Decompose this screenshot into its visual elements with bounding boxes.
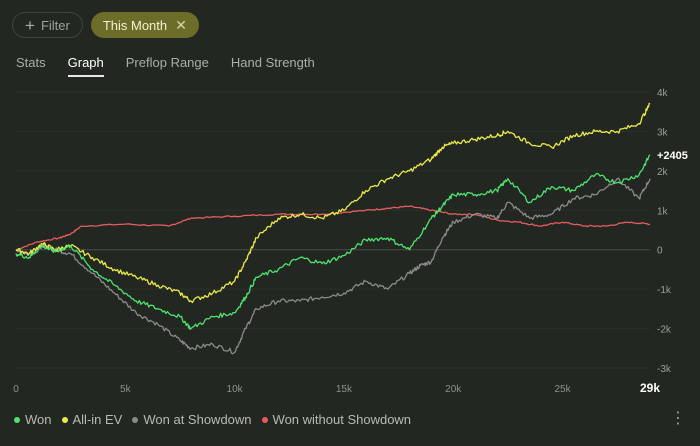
series-line-all-in-ev — [15, 102, 651, 304]
tab-stats[interactable]: Stats — [16, 55, 46, 70]
this-month-chip[interactable]: This Month ✕ — [90, 12, 199, 38]
x-tick-label: 15k — [336, 384, 353, 395]
end-value-label: +2405 — [657, 150, 688, 162]
y-tick-label: 3k — [657, 127, 669, 138]
plus-icon: + — [25, 15, 35, 35]
legend-dot — [14, 416, 20, 423]
y-tick-label: -3k — [657, 364, 672, 375]
x-tick-label: 10k — [227, 384, 244, 395]
series-line-won-at-showdown — [15, 177, 651, 355]
legend-item-won-at-showdown[interactable]: Won at Showdown — [132, 412, 252, 427]
x-tick-label: 0 — [13, 384, 19, 395]
legend-label: All-in EV — [72, 412, 123, 427]
y-tick-label: 0 — [657, 246, 663, 257]
y-tick-label: -2k — [657, 325, 672, 336]
legend-dot — [132, 416, 139, 423]
x-tick-label: 25k — [554, 384, 571, 395]
filter-button[interactable]: + Filter — [12, 12, 83, 38]
y-tick-label: 2k — [657, 167, 669, 178]
filter-label: Filter — [40, 17, 70, 33]
x-end-label: 29k — [640, 381, 660, 395]
tab-preflop-range[interactable]: Preflop Range — [125, 55, 209, 70]
profit-graph[interactable]: 4k 3k 2k 1k 0 -1k -2k -3k 0 5k 10k 15k 20k 25k 29k +240… — [0, 78, 700, 400]
legend-label: Won — [25, 412, 52, 427]
more-options-icon[interactable]: ⋮ — [670, 410, 686, 427]
filter-bar: + Filter This Month ✕ — [12, 12, 199, 38]
y-tick-label: 4k — [657, 88, 669, 99]
series-line-won-without-showdown — [15, 205, 651, 251]
legend-label: Won at Showdown — [143, 412, 252, 427]
this-month-label: This Month — [102, 17, 168, 33]
legend-dot — [61, 416, 68, 423]
tab-graph[interactable]: Graph — [67, 55, 104, 77]
x-tick-label: 20k — [445, 384, 462, 395]
legend-dot — [261, 416, 268, 423]
series-line-won — [15, 154, 651, 331]
legend: Won All-in EV Won at Showdown Won withou… — [14, 412, 421, 427]
legend-item-won[interactable]: Won — [14, 412, 52, 427]
legend-item-all-in-ev[interactable]: All-in EV — [61, 412, 123, 427]
tab-hand-strength[interactable]: Hand Strength — [230, 55, 315, 70]
tab-bar: Stats Graph Preflop Range Hand Strength — [16, 55, 337, 77]
legend-item-won-without-showdown[interactable]: Won without Showdown — [261, 412, 412, 427]
y-tick-label: 1k — [657, 206, 669, 217]
close-icon[interactable]: ✕ — [175, 16, 187, 33]
y-tick-label: -1k — [657, 285, 672, 296]
x-tick-label: 5k — [120, 384, 132, 395]
legend-label: Won without Showdown — [272, 412, 412, 427]
